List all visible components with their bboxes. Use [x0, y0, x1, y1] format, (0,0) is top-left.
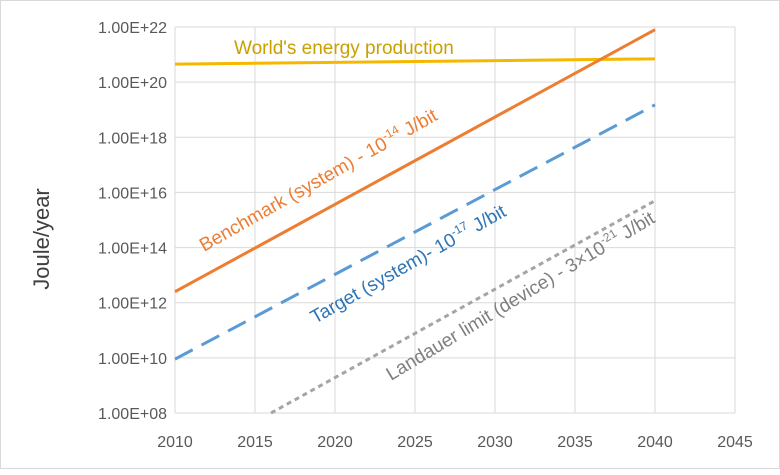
- series-line-1: [174, 57, 656, 66]
- x-tick-label: 2025: [397, 434, 433, 451]
- y-tick-label: 1.00E+14: [98, 241, 167, 258]
- x-tick-label: 2045: [717, 434, 753, 451]
- annotation-text: Target (system)- 10: [307, 229, 460, 328]
- y-tick-label: 1.00E+22: [98, 20, 167, 37]
- series-lines: [174, 28, 656, 415]
- x-tick-label: 2010: [157, 434, 193, 451]
- x-tick-label: 2035: [557, 434, 593, 451]
- y-tick-label: 1.00E+16: [98, 185, 167, 202]
- x-tick-label: 2020: [317, 434, 353, 451]
- series-line-4: [270, 199, 656, 415]
- annotations: World's energy production Benchmark (sys…: [195, 38, 660, 385]
- annotation-worlds-energy: World's energy production: [234, 38, 454, 59]
- annotation-text: Benchmark (system) - 10: [196, 134, 391, 257]
- x-tick-label: 2030: [477, 434, 513, 451]
- x-axis-ticks: 2010 2015 2020 2025 2030 2035 2040 2045: [157, 434, 753, 451]
- y-axis-label: Joule/year: [29, 188, 54, 290]
- y-tick-label: 1.00E+12: [98, 296, 167, 313]
- annotation-text: World's energy production: [234, 38, 454, 59]
- annotation-unit: J/bit: [614, 208, 660, 247]
- annotation-benchmark: Benchmark (system) - 10-14 J/bit: [195, 102, 442, 256]
- y-tick-label: 1.00E+18: [98, 130, 167, 147]
- x-tick-label: 2040: [637, 434, 673, 451]
- y-axis-ticks: 1.00E+08 1.00E+10 1.00E+12 1.00E+14 1.00E+16…: [98, 20, 167, 423]
- annotation-unit: J/bit: [465, 201, 511, 239]
- y-tick-label: 1.00E+20: [98, 75, 167, 92]
- series-line-2: [174, 28, 656, 294]
- y-tick-label: 1.00E+08: [98, 406, 167, 423]
- y-tick-label: 1.00E+10: [98, 351, 167, 368]
- series-line-3: [174, 103, 656, 361]
- x-tick-label: 2015: [237, 434, 273, 451]
